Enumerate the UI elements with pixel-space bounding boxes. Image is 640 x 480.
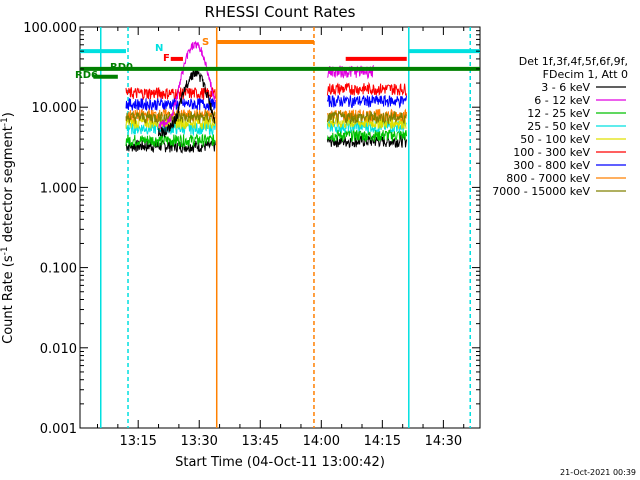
series-line-5: [125, 86, 216, 100]
series-line-3: [125, 121, 216, 137]
x-tick-label: 13:15: [119, 434, 156, 449]
flag-label-n: N: [155, 43, 163, 54]
series-line-6: [125, 96, 216, 112]
series-line-6: [326, 94, 407, 109]
flag-label-rd0: RD0: [110, 62, 133, 73]
legend-header-2: FDecim 1, Att 0: [543, 68, 628, 81]
series-line-5: [326, 81, 407, 97]
y-tick-label: 10.000: [32, 101, 78, 116]
series-line-6-12-flare: [158, 40, 216, 129]
legend-entry-label: 3 - 6 keV: [541, 81, 590, 94]
series-line-0: [125, 138, 216, 154]
flag-label-f: F: [163, 53, 170, 64]
x-tick-label: 14:00: [303, 434, 340, 449]
legend-entry-label: 25 - 50 keV: [527, 120, 590, 133]
y-axis-label: Count Rate (s-1 detector segment-1): [0, 112, 16, 344]
x-axis-label: Start Time (04-Oct-11 13:00:42): [175, 455, 385, 470]
y-tick-label: 1.000: [40, 181, 77, 196]
legend-entry-label: 50 - 100 keV: [520, 133, 590, 146]
series-line-6-12-seg2: [327, 64, 375, 80]
x-tick-label: 13:30: [180, 434, 217, 449]
legend-entry-label: 12 - 25 keV: [527, 107, 590, 120]
y-axis-label-main: Count Rate (s: [1, 255, 16, 344]
legend: Det 1f,3f,4f,5f,6f,9f, FDecim 1, Att 0 3…: [492, 55, 628, 198]
legend-entry-label: 100 - 300 keV: [513, 146, 590, 159]
legend-entry-label: 800 - 7000 keV: [506, 172, 590, 185]
y-tick-label: 0.100: [40, 262, 77, 277]
flag-label-rd6: RD6: [75, 70, 98, 81]
legend-entry-label: 6 - 12 keV: [534, 94, 590, 107]
legend-entry-label: 7000 - 15000 keV: [492, 185, 590, 198]
series-line-8: [326, 110, 407, 125]
series-line-3-6-flare: [158, 68, 216, 138]
flag-label-s: S: [202, 37, 209, 48]
plot-frame: [79, 26, 481, 429]
series-line-2: [125, 133, 216, 148]
y-axis-label-sup2: -1: [0, 117, 10, 126]
legend-header-1: Det 1f,3f,4f,5f,6f,9f,: [519, 55, 628, 68]
legend-entry-label: 300 - 800 keV: [513, 159, 590, 172]
y-tick-label: 0.010: [40, 342, 77, 357]
x-tick-label: 14:30: [425, 434, 462, 449]
y-tick-label: 100.000: [23, 21, 77, 36]
y-tick-label: 0.001: [40, 422, 77, 437]
timestamp: 21-Oct-2021 00:39: [560, 468, 636, 477]
y-axis-label-mid: detector segment: [1, 126, 16, 246]
x-tick-label: 14:15: [364, 434, 401, 449]
chart-title: RHESSI Count Rates: [205, 3, 356, 21]
y-axis-label-sup1: -1: [0, 246, 10, 255]
x-tick-label: 13:45: [242, 434, 279, 449]
y-axis-label-end: ): [1, 112, 16, 117]
